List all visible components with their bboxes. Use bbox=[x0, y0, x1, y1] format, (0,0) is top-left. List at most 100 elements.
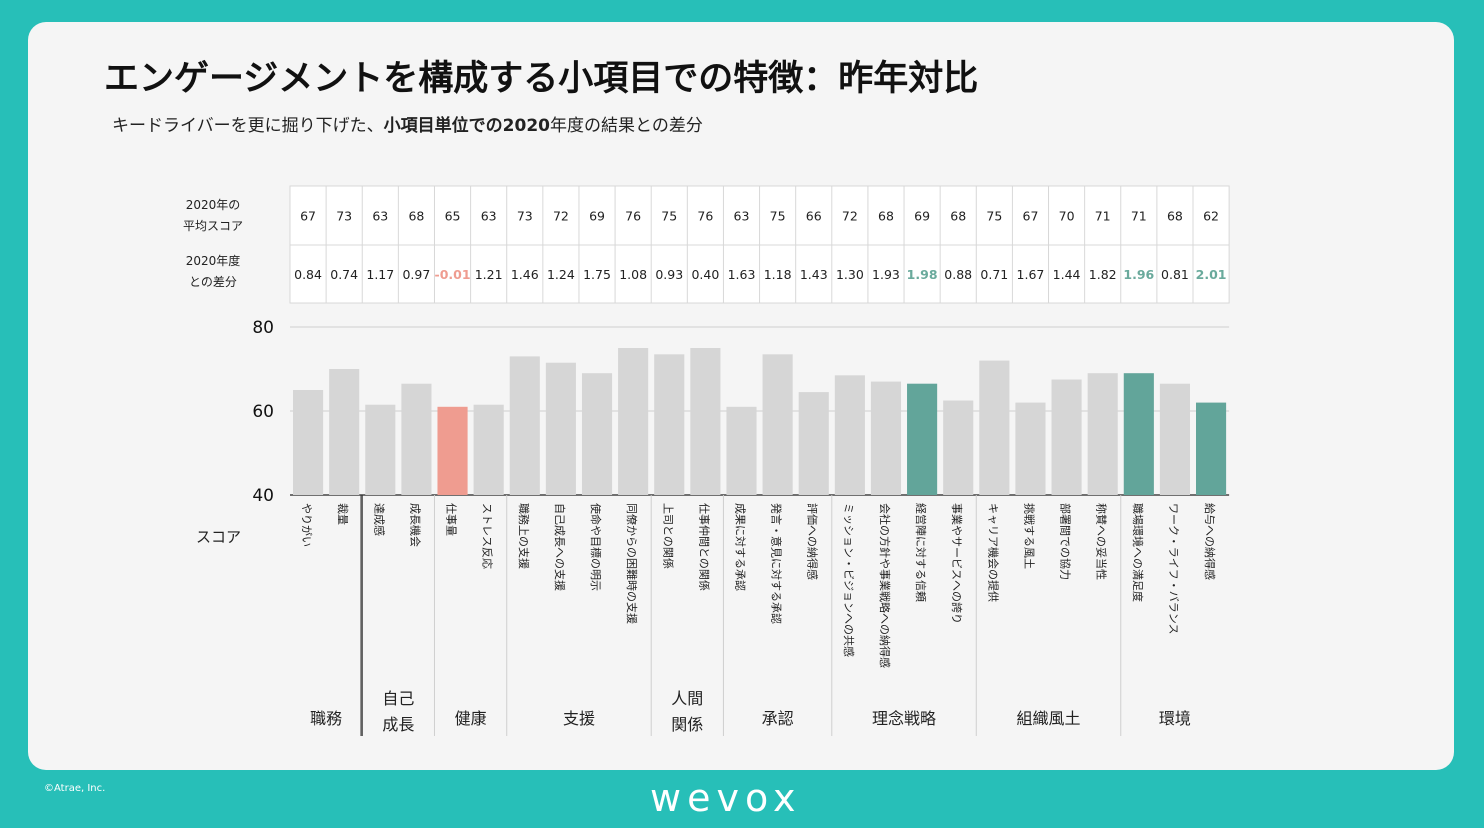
diff-cell: 0.74 bbox=[330, 267, 358, 282]
diff-cell: 1.82 bbox=[1089, 267, 1117, 282]
group-label: 人間 bbox=[671, 689, 703, 708]
y-tick-label: 80 bbox=[252, 318, 274, 338]
avg-score-cell: 67 bbox=[1023, 209, 1039, 224]
avg-score-cell: 69 bbox=[914, 209, 930, 224]
diff-cell: 1.46 bbox=[511, 267, 539, 282]
bar bbox=[1159, 383, 1190, 495]
diff-cell: 1.75 bbox=[583, 267, 611, 282]
bar bbox=[401, 383, 432, 495]
category-label: やりがい bbox=[300, 503, 314, 547]
bar bbox=[907, 383, 938, 495]
category-label: 成果に対する承認 bbox=[734, 503, 748, 591]
avg-score-cell: 68 bbox=[1167, 209, 1183, 224]
avg-score-cell: 68 bbox=[950, 209, 966, 224]
avg-score-cell: 66 bbox=[806, 209, 822, 224]
avg-score-cell: 76 bbox=[625, 209, 641, 224]
subtitle-prefix: キードライバーを更に掘り下げた、 bbox=[112, 116, 384, 136]
avg-score-cell: 63 bbox=[372, 209, 388, 224]
diff-cell: 1.44 bbox=[1053, 267, 1081, 282]
category-label: 裁量 bbox=[336, 503, 349, 525]
avg-score-cell: 72 bbox=[842, 209, 858, 224]
avg-score-cell: 73 bbox=[517, 209, 533, 224]
diff-cell: 0.97 bbox=[402, 267, 430, 282]
group-label: 組織風土 bbox=[1017, 709, 1081, 728]
bar bbox=[654, 354, 685, 495]
bar bbox=[618, 348, 649, 495]
diff-cell: 1.43 bbox=[800, 267, 828, 282]
avg-score-cell: 68 bbox=[878, 209, 894, 224]
category-label: 評価への納得感 bbox=[806, 503, 820, 580]
avg-score-cell: 70 bbox=[1059, 209, 1075, 224]
bar bbox=[1051, 379, 1082, 495]
avg-score-cell: 67 bbox=[300, 209, 316, 224]
bar bbox=[726, 406, 757, 495]
category-label: 称賛への妥当性 bbox=[1095, 503, 1109, 580]
diff-cell: -0.01 bbox=[435, 267, 471, 282]
category-label: 給与への納得感 bbox=[1203, 503, 1217, 580]
category-label: 成長機会 bbox=[408, 503, 422, 547]
slide-card bbox=[28, 22, 1454, 770]
avg-score-cell: 63 bbox=[734, 209, 750, 224]
score-axis-label: スコア bbox=[196, 528, 242, 546]
category-label: ワーク・ライフ・バランス bbox=[1167, 503, 1180, 635]
avg-score-cell: 71 bbox=[1131, 209, 1147, 224]
copyright: ©Atrae, Inc. bbox=[44, 783, 106, 794]
diff-cell: 1.24 bbox=[547, 267, 575, 282]
bar bbox=[1123, 373, 1154, 495]
avg-score-cell: 76 bbox=[697, 209, 713, 224]
page-title: エンゲージメントを構成する小項目での特徴：昨年対比 bbox=[104, 59, 979, 99]
category-label: 経営陣に対する信頼 bbox=[914, 503, 928, 602]
bar bbox=[545, 362, 576, 495]
avg-score-cell: 75 bbox=[986, 209, 1002, 224]
avg-score-cell: 75 bbox=[661, 209, 677, 224]
diff-cell: 1.21 bbox=[475, 267, 503, 282]
diff-cell: 1.96 bbox=[1123, 267, 1154, 282]
bar bbox=[1087, 373, 1118, 495]
bar bbox=[329, 369, 360, 495]
y-tick-label: 60 bbox=[252, 402, 274, 422]
bar bbox=[473, 404, 504, 495]
bar bbox=[293, 390, 324, 495]
group-label: 自己 bbox=[382, 689, 414, 708]
bar bbox=[762, 354, 793, 495]
category-label: 自己成長への支援 bbox=[553, 503, 567, 591]
avg-row-label-line2: 平均スコア bbox=[182, 219, 243, 233]
avg-score-cell: 72 bbox=[553, 209, 569, 224]
group-label: 承認 bbox=[762, 709, 794, 728]
avg-score-cell: 65 bbox=[445, 209, 461, 224]
bar bbox=[365, 404, 396, 495]
category-label: 仕事量 bbox=[445, 503, 458, 536]
category-label: ミッション・ビジョンへの共感 bbox=[842, 503, 855, 657]
avg-score-cell: 69 bbox=[589, 209, 605, 224]
category-label: 職務上の支援 bbox=[517, 503, 531, 569]
group-label: 職務 bbox=[310, 709, 342, 728]
avg-row-label-line1: 2020年の bbox=[185, 198, 241, 212]
diff-row-label: 2020年度 との差分 bbox=[168, 251, 258, 293]
y-tick-label: 40 bbox=[252, 486, 274, 506]
group-label: 支援 bbox=[563, 709, 595, 728]
bar bbox=[870, 381, 902, 495]
avg-row-label: 2020年の 平均スコア bbox=[168, 195, 258, 237]
diff-cell: 1.67 bbox=[1017, 267, 1045, 282]
category-label: 職場環境への満足度 bbox=[1131, 503, 1145, 602]
diff-cell: 1.18 bbox=[764, 267, 792, 282]
diff-cell: 1.63 bbox=[728, 267, 756, 282]
avg-score-cell: 68 bbox=[408, 209, 424, 224]
group-label: 成長 bbox=[382, 715, 414, 734]
diff-cell: 0.88 bbox=[944, 267, 972, 282]
avg-score-cell: 63 bbox=[481, 209, 497, 224]
group-label: 関係 bbox=[671, 715, 703, 734]
diff-cell: 1.17 bbox=[366, 267, 394, 282]
category-label: 上司との関係 bbox=[661, 503, 674, 569]
diff-cell: 0.71 bbox=[980, 267, 1008, 282]
group-label: 理念戦略 bbox=[872, 709, 936, 728]
diff-cell: 0.81 bbox=[1161, 267, 1189, 282]
category-label: 仕事仲間との関係 bbox=[697, 503, 711, 591]
diff-cell: 1.08 bbox=[619, 267, 647, 282]
bar bbox=[943, 400, 974, 495]
avg-score-cell: 71 bbox=[1095, 209, 1111, 224]
diff-cell: 2.01 bbox=[1196, 267, 1227, 282]
bar bbox=[834, 375, 865, 495]
category-label: キャリア機会の提供 bbox=[986, 503, 1000, 602]
